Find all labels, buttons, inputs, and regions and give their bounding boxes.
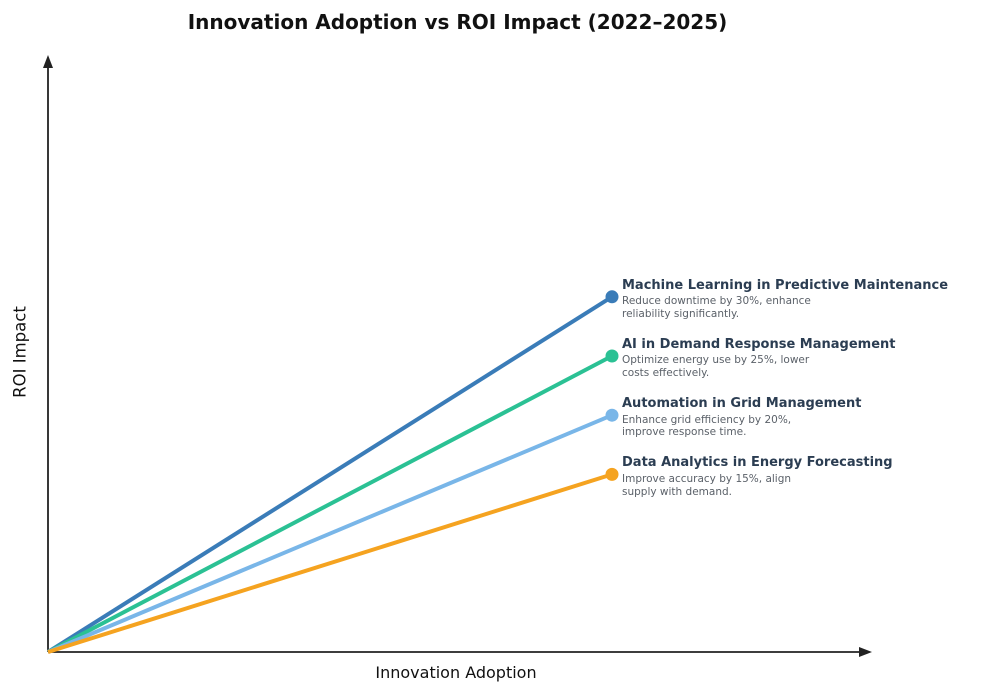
series-label-automation-grid: Automation in Grid Management Enhance gr… <box>622 396 990 439</box>
series-line-1 <box>47 354 613 654</box>
series-name: AI in Demand Response Management <box>622 337 896 352</box>
series-label-machine-learning: Machine Learning in Predictive Maintenan… <box>622 278 990 321</box>
series-description: Enhance grid efficiency by 20%, improve … <box>622 413 792 439</box>
series-point-2 <box>605 408 619 422</box>
series-point-3 <box>605 467 619 481</box>
series-point-1 <box>605 349 619 363</box>
series-label-ai-demand-response: AI in Demand Response Management Optimiz… <box>622 337 990 380</box>
series-line-3 <box>47 472 613 654</box>
chart-title: Innovation Adoption vs ROI Impact (2022–… <box>187 10 728 34</box>
series-name: Data Analytics in Energy Forecasting <box>622 455 893 471</box>
series-label-data-analytics: Data Analytics in Energy Forecasting Imp… <box>622 455 990 498</box>
series-name: Machine Learning in Predictive Maintenan… <box>622 277 949 293</box>
y-axis-arrow-icon <box>43 55 53 68</box>
series-name: Automation in Grid Management <box>622 396 862 412</box>
series-line-0 <box>46 295 614 654</box>
series-description: Optimize energy use by 25%, lower costs … <box>622 354 810 380</box>
series-point-0 <box>605 290 619 304</box>
series-description: Reduce downtime by 30%, enhance reliabil… <box>622 295 811 320</box>
x-axis-label: Innovation Adoption <box>375 663 537 682</box>
series-description: Improve accuracy by 15%, align supply wi… <box>622 472 792 498</box>
x-axis-arrow-icon <box>859 647 872 657</box>
y-axis-label: ROI Impact <box>10 306 30 398</box>
series-line-2 <box>47 413 613 654</box>
